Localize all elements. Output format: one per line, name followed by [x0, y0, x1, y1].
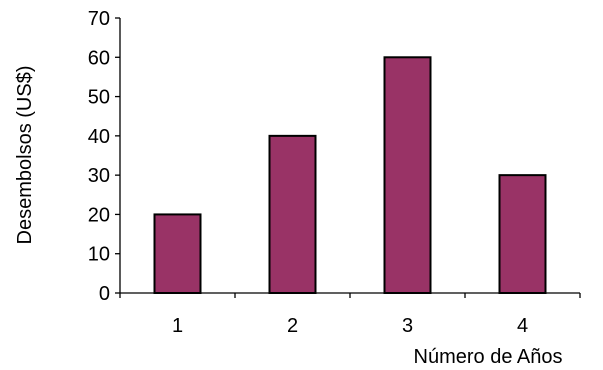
- bar-year-1: [153, 213, 202, 294]
- y-tick-label: 40: [88, 126, 110, 148]
- x-axis-title: Número de Años: [414, 346, 563, 368]
- y-tick-label: 0: [99, 283, 110, 305]
- bar-year-2: [268, 134, 317, 294]
- y-tick-label: 50: [88, 87, 110, 109]
- y-axis-ticks: 0 10 20 30 40 50 60 70: [88, 8, 120, 305]
- y-tick-label: 70: [88, 8, 110, 30]
- y-tick-label: 20: [88, 204, 110, 226]
- y-axis-title: Desembolsos (US$): [14, 66, 36, 245]
- bar-year-4: [498, 174, 547, 294]
- y-tick-label: 30: [88, 165, 110, 187]
- x-tick-label: 1: [172, 315, 183, 337]
- y-tick-label: 10: [88, 244, 110, 266]
- y-tick-label: 60: [88, 47, 110, 69]
- x-axis-ticks: 1 2 3 4: [119, 293, 581, 337]
- x-tick-label: 3: [402, 315, 413, 337]
- x-tick-label: 2: [287, 315, 298, 337]
- x-tick-label: 4: [517, 315, 528, 337]
- bar-year-3: [383, 56, 432, 294]
- bar-group: [153, 56, 547, 294]
